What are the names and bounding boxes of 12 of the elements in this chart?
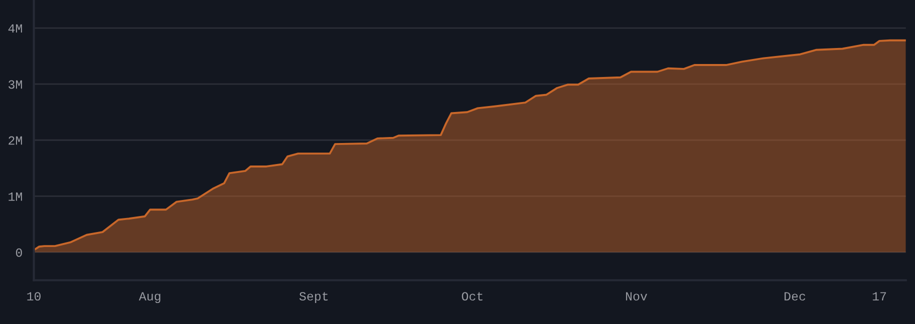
y-tick-label: 2M — [8, 136, 22, 145]
x-tick-label: 10 — [27, 292, 41, 301]
y-tick-label: 3M — [8, 80, 22, 89]
x-tick-label: Sept — [299, 292, 328, 304]
y-tick-label: 4M — [8, 24, 22, 33]
x-tick-label: 17 — [872, 292, 886, 300]
x-tick-label: Aug — [138, 292, 160, 304]
y-tick-label: 0 — [16, 248, 22, 257]
y-tick-label: 1M — [8, 192, 22, 201]
x-tick-label: Nov — [626, 292, 648, 301]
x-tick-label: Oct — [462, 292, 482, 301]
x-tick-label: Dec — [784, 292, 806, 301]
